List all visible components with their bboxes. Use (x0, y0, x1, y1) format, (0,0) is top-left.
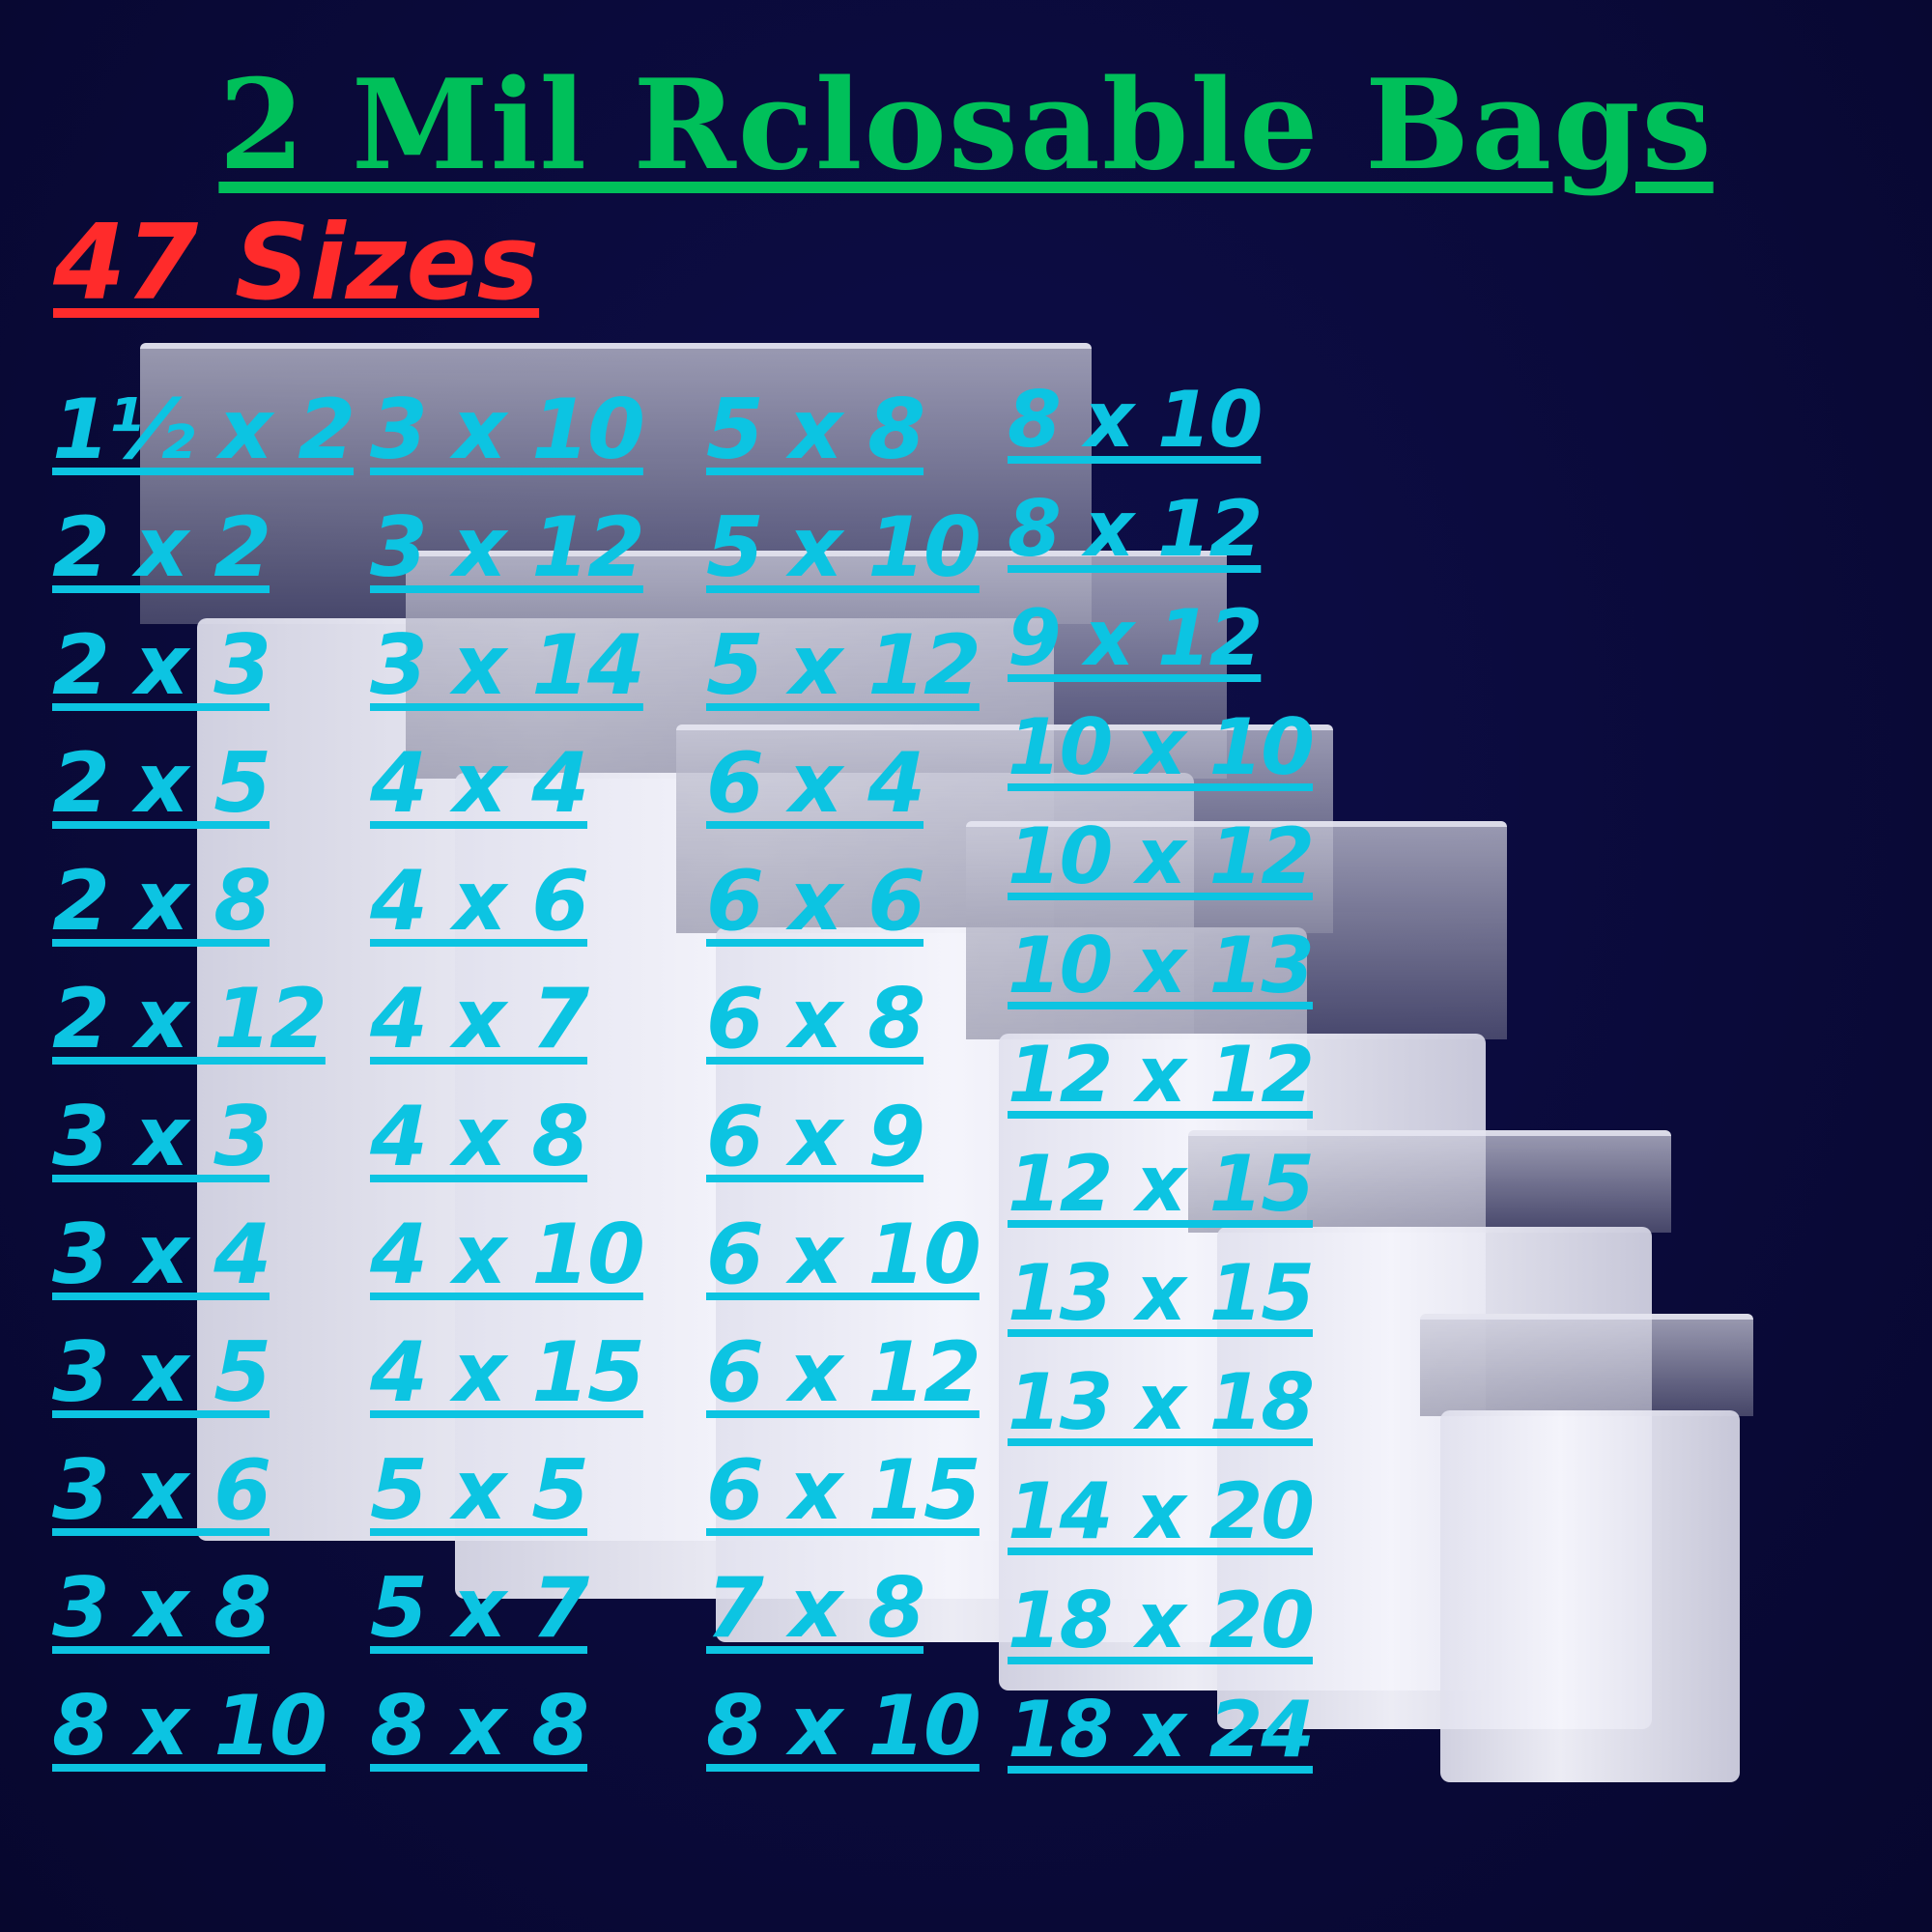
page-title: 2 Mil Rclosable Bags (218, 53, 1714, 198)
size-label: 7 x 8 (706, 1560, 925, 1657)
bag-zipper (1420, 1314, 1753, 1416)
size-label: 1½ x 2 (52, 382, 355, 478)
size-label: 2 x 2 (52, 499, 271, 596)
bag-zipper (1188, 1130, 1671, 1233)
size-label: 6 x 4 (706, 735, 925, 832)
size-label: 6 x 8 (706, 971, 925, 1067)
size-label: 3 x 12 (370, 499, 645, 596)
size-label: 10 x 12 (1008, 811, 1315, 901)
size-label: 5 x 10 (706, 499, 981, 596)
size-label: 10 x 10 (1008, 702, 1315, 792)
size-label: 5 x 7 (370, 1560, 589, 1657)
size-label: 4 x 4 (370, 735, 589, 832)
size-label: 10 x 13 (1008, 921, 1315, 1010)
size-label: 2 x 3 (52, 617, 271, 714)
size-label: 12 x 15 (1008, 1139, 1315, 1229)
size-label: 18 x 24 (1008, 1685, 1315, 1775)
size-label: 8 x 8 (370, 1678, 589, 1775)
size-label: 14 x 20 (1008, 1466, 1315, 1556)
size-label: 3 x 14 (370, 617, 645, 714)
size-label: 13 x 15 (1008, 1248, 1315, 1338)
size-label: 3 x 10 (370, 382, 645, 478)
size-label: 6 x 12 (706, 1324, 981, 1421)
size-label: 3 x 3 (52, 1089, 271, 1185)
size-label: 2 x 12 (52, 971, 327, 1067)
size-label: 12 x 12 (1008, 1030, 1315, 1120)
size-label: 3 x 4 (52, 1207, 271, 1303)
size-label: 6 x 10 (706, 1207, 981, 1303)
size-label: 4 x 10 (370, 1207, 645, 1303)
bag-image (1420, 1314, 1753, 1782)
size-label: 5 x 8 (706, 382, 925, 478)
size-label: 8 x 10 (52, 1678, 327, 1775)
size-label: 2 x 8 (52, 853, 271, 950)
size-label: 4 x 8 (370, 1089, 589, 1185)
size-label: 13 x 18 (1008, 1357, 1315, 1447)
bag-zipper (966, 821, 1507, 1039)
size-label: 6 x 15 (706, 1442, 981, 1539)
bag-body (1439, 1410, 1741, 1782)
size-label: 6 x 9 (706, 1089, 925, 1185)
size-label: 8 x 10 (1008, 375, 1263, 465)
size-label: 3 x 8 (52, 1560, 271, 1657)
size-label: 9 x 12 (1008, 593, 1263, 683)
size-label: 8 x 10 (706, 1678, 981, 1775)
size-label: 2 x 5 (52, 735, 271, 832)
size-label: 4 x 7 (370, 971, 589, 1067)
size-label: 3 x 6 (52, 1442, 271, 1539)
size-label: 6 x 6 (706, 853, 925, 950)
size-label: 4 x 15 (370, 1324, 645, 1421)
size-label: 3 x 5 (52, 1324, 271, 1421)
size-label: 18 x 20 (1008, 1576, 1315, 1665)
size-count-label: 47 Sizes (53, 203, 540, 324)
size-label: 4 x 6 (370, 853, 589, 950)
size-label: 5 x 12 (706, 617, 981, 714)
size-label: 5 x 5 (370, 1442, 589, 1539)
size-label: 8 x 12 (1008, 484, 1263, 574)
